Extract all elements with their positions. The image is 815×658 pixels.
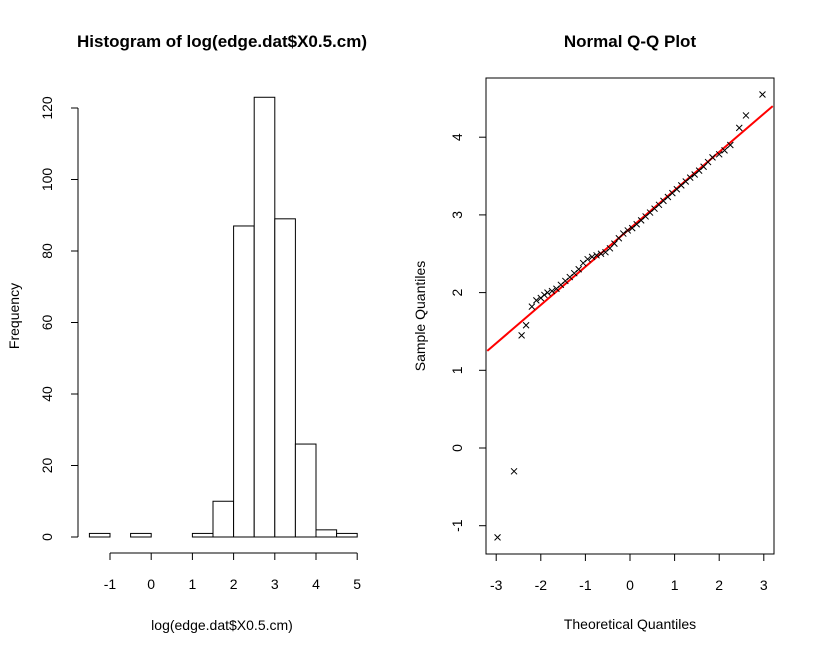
histogram-x-tick-label: 1 (189, 576, 197, 592)
qq-point (619, 230, 627, 237)
qq-point (624, 227, 632, 234)
histogram-x-tick-label: 0 (147, 576, 155, 592)
qq-point (715, 150, 723, 158)
qq-point (541, 291, 548, 299)
histogram-y-tick-label: 60 (39, 315, 55, 331)
histogram-y-tick-label: 40 (39, 386, 55, 402)
qq-x-tick-label: -1 (579, 577, 592, 593)
qq-y-tick-label: 1 (449, 366, 465, 374)
qq-plot-title: Normal Q-Q Plot (564, 32, 697, 51)
qq-point (528, 303, 536, 310)
histogram-bar (88, 532, 111, 538)
qq-point (575, 265, 583, 273)
histogram-bar (233, 225, 255, 538)
histogram-bar (253, 96, 276, 538)
histogram-y-tick-label: 100 (39, 168, 55, 192)
qq-point (494, 534, 501, 541)
histogram-bar (315, 529, 338, 538)
qq-point (597, 250, 605, 258)
qq-y-tick-label: -1 (449, 519, 465, 532)
qq-point (518, 331, 525, 339)
histogram-y-tick-label: 120 (39, 96, 55, 120)
histogram-bar (130, 532, 152, 538)
qq-point (721, 147, 728, 154)
qq-x-axis-label: Theoretical Quantiles (564, 616, 696, 632)
qq-plot-panel: Normal Q-Q Plot Theoretical Quantiles Sa… (412, 32, 775, 632)
qq-x-tick-label: -2 (535, 577, 548, 593)
qq-points (494, 91, 766, 541)
qq-point (686, 174, 694, 181)
histogram-title: Histogram of log(edge.dat$X0.5.cm) (77, 32, 367, 51)
qq-point (742, 112, 750, 119)
qq-y-axis: -1 0 1 2 3 4 (449, 133, 487, 532)
qq-point (726, 141, 734, 149)
histogram-y-axis-label: Frequency (6, 283, 22, 349)
qq-point (593, 251, 600, 259)
qq-x-tick-label: 1 (671, 577, 679, 593)
qq-point (584, 255, 591, 263)
qq-y-tick-label: 3 (449, 211, 465, 219)
histogram-bar (191, 532, 214, 538)
qq-point (735, 124, 743, 132)
qq-point (588, 253, 596, 261)
histogram-bar (212, 500, 235, 538)
histogram-x-tick-label: 5 (353, 576, 361, 592)
qq-point (709, 154, 716, 161)
qq-x-tick-label: 2 (715, 577, 723, 593)
histogram-x-axis-label: log(edge.dat$X0.5.cm) (151, 617, 293, 633)
qq-x-tick-label: -3 (490, 577, 503, 593)
histogram-panel: Histogram of log(edge.dat$X0.5.cm) log(e… (6, 32, 367, 633)
histogram-bars (88, 96, 358, 538)
histogram-y-tick-label: 80 (39, 243, 55, 259)
histogram-x-tick-label: -1 (104, 576, 117, 592)
qq-point (544, 289, 551, 296)
histogram-x-axis: -1 0 1 2 3 4 5 (104, 552, 361, 592)
qq-y-tick-label: 0 (449, 444, 465, 452)
qq-y-tick-label: 2 (449, 288, 465, 296)
qq-point (611, 240, 618, 248)
qq-point (548, 287, 556, 295)
qq-point (510, 467, 518, 475)
histogram-y-tick-label: 20 (39, 458, 55, 474)
histogram-x-tick-label: 3 (271, 576, 279, 592)
histogram-bar (294, 443, 317, 538)
qq-x-tick-label: 0 (626, 577, 634, 593)
histogram-x-tick-label: 4 (312, 576, 320, 592)
histogram-bar (274, 218, 296, 538)
histogram-x-tick-label: 2 (230, 576, 238, 592)
qq-point (522, 321, 530, 329)
histogram-bar (336, 532, 358, 538)
qq-x-tick-label: 3 (760, 577, 768, 593)
qq-x-axis: -3 -2 -1 0 1 2 3 (490, 553, 768, 593)
histogram-y-axis: 0 20 40 60 80 100 120 (39, 96, 79, 541)
qq-point (532, 297, 540, 304)
histogram-y-tick-label: 0 (39, 533, 55, 541)
qq-y-axis-label: Sample Quantiles (412, 261, 428, 372)
qq-y-tick-label: 4 (449, 133, 465, 141)
qq-point (759, 91, 766, 98)
